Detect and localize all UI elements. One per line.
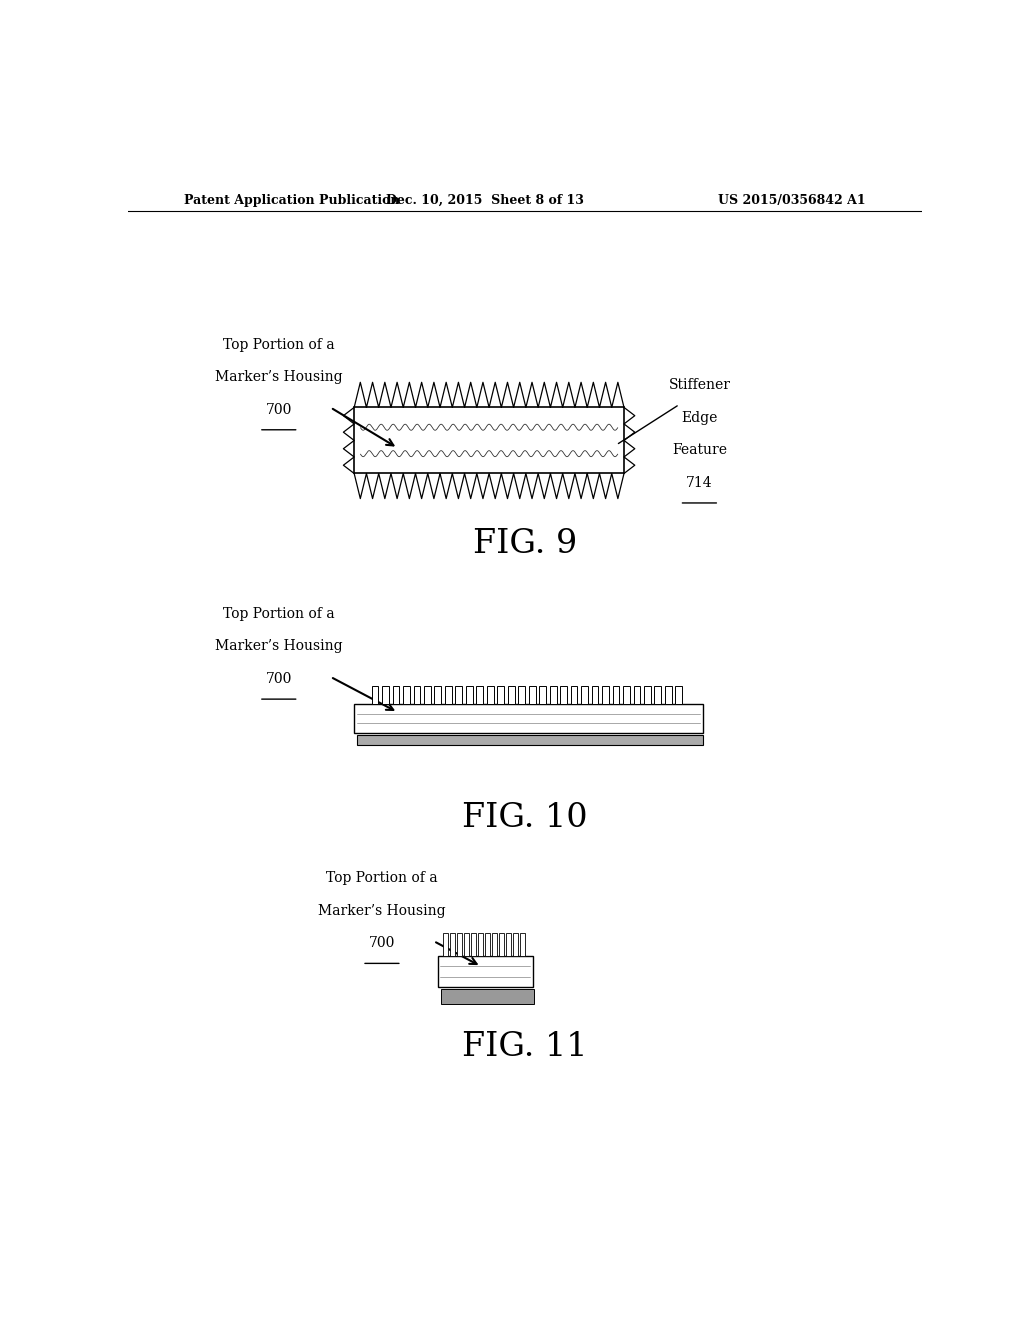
Bar <box>506 933 511 956</box>
Text: Feature: Feature <box>672 444 727 457</box>
Bar <box>443 933 447 956</box>
Text: Patent Application Publication: Patent Application Publication <box>183 194 399 207</box>
Bar <box>476 685 483 704</box>
Bar <box>560 685 567 704</box>
Bar <box>518 685 525 704</box>
Bar <box>582 685 588 704</box>
Bar <box>471 933 476 956</box>
Bar <box>403 685 410 704</box>
Text: 700: 700 <box>265 403 292 417</box>
Text: Marker’s Housing: Marker’s Housing <box>215 370 343 384</box>
Bar <box>634 685 640 704</box>
Bar <box>493 933 497 956</box>
Bar <box>485 933 489 956</box>
Bar <box>478 933 482 956</box>
Bar <box>464 933 469 956</box>
Bar <box>528 685 536 704</box>
Text: Top Portion of a: Top Portion of a <box>326 871 438 886</box>
Text: 714: 714 <box>686 475 713 490</box>
Bar <box>457 933 462 956</box>
Bar <box>466 685 473 704</box>
Text: FIG. 9: FIG. 9 <box>473 528 577 560</box>
Bar <box>520 933 524 956</box>
Bar <box>354 408 624 474</box>
Bar <box>508 685 515 704</box>
Bar <box>354 704 703 733</box>
Text: Marker’s Housing: Marker’s Housing <box>318 904 445 917</box>
Bar <box>499 933 504 956</box>
Bar <box>654 685 662 704</box>
Bar <box>540 685 546 704</box>
Bar <box>382 685 389 704</box>
Bar <box>451 933 455 956</box>
Text: Stiffener: Stiffener <box>669 378 730 392</box>
Bar <box>644 685 651 704</box>
Bar <box>592 685 598 704</box>
Text: FIG. 11: FIG. 11 <box>462 1031 588 1063</box>
Text: Top Portion of a: Top Portion of a <box>223 607 335 620</box>
Bar <box>486 685 494 704</box>
Bar <box>372 685 379 704</box>
Bar <box>434 685 441 704</box>
Bar <box>623 685 630 704</box>
Text: Dec. 10, 2015  Sheet 8 of 13: Dec. 10, 2015 Sheet 8 of 13 <box>386 194 584 207</box>
Bar <box>445 685 452 704</box>
Bar <box>612 685 620 704</box>
Text: US 2015/0356842 A1: US 2015/0356842 A1 <box>719 194 866 207</box>
Bar <box>602 685 609 704</box>
Text: 700: 700 <box>369 936 395 950</box>
Bar <box>513 933 517 956</box>
Bar <box>570 685 578 704</box>
Bar <box>437 956 532 987</box>
Bar <box>424 685 431 704</box>
Text: 700: 700 <box>265 672 292 686</box>
Bar <box>550 685 556 704</box>
Text: Edge: Edge <box>681 411 718 425</box>
Text: Top Portion of a: Top Portion of a <box>223 338 335 351</box>
Bar <box>440 989 534 1003</box>
Bar <box>392 685 399 704</box>
Bar <box>665 685 672 704</box>
Bar <box>414 685 420 704</box>
Bar <box>456 685 462 704</box>
Text: FIG. 10: FIG. 10 <box>462 803 588 834</box>
Bar <box>498 685 504 704</box>
Text: Marker’s Housing: Marker’s Housing <box>215 639 343 653</box>
Bar <box>357 735 703 746</box>
Bar <box>676 685 682 704</box>
